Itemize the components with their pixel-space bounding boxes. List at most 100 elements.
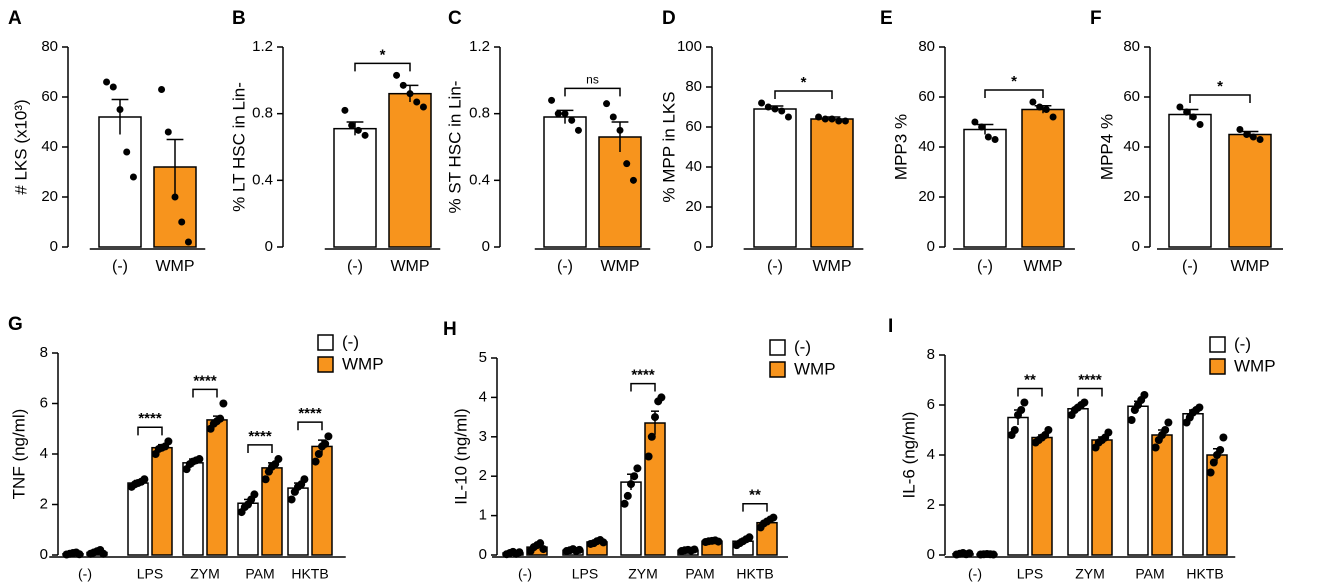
y-tick-label: 20	[918, 188, 935, 205]
data-point	[413, 98, 421, 106]
x-tick-label: WMP	[812, 258, 851, 275]
y-tick-label: 4	[927, 446, 935, 463]
significance-bracket	[1017, 387, 1043, 397]
data-point	[274, 455, 283, 464]
data-point	[965, 549, 974, 558]
data-point	[103, 78, 111, 86]
y-axis-label: TNF (ng/ml)	[9, 409, 28, 500]
data-point	[164, 437, 173, 446]
bar	[598, 136, 642, 248]
legend-swatch	[769, 339, 786, 356]
data-point	[821, 115, 829, 123]
y-tick-label: 5	[479, 349, 487, 366]
x-tick-label: ZYM	[190, 566, 220, 582]
legend-label: WMP	[1234, 356, 1276, 375]
y-tick-label: 0.8	[252, 105, 273, 122]
data-point	[1164, 418, 1173, 427]
data-point	[406, 90, 414, 98]
significance-bracket	[192, 388, 218, 398]
data-point	[1080, 398, 1089, 407]
panel-letter: I	[888, 316, 893, 337]
significance-bracket	[564, 87, 621, 97]
bar	[333, 127, 377, 248]
data-point	[1161, 426, 1170, 434]
data-point	[1020, 398, 1029, 407]
y-axis-label: IL-6 (ng/ml)	[899, 412, 918, 499]
data-point	[1010, 426, 1019, 434]
x-tick-label: HKTB	[736, 566, 773, 582]
data-point	[341, 106, 349, 114]
data-point	[574, 126, 582, 134]
bar	[1228, 133, 1272, 248]
bar	[1168, 113, 1212, 248]
x-tick-label: PAM	[1135, 566, 1164, 582]
x-tick-label: (-)	[767, 258, 783, 275]
data-point	[1183, 108, 1191, 116]
y-tick-label: 60	[1123, 88, 1140, 105]
panel-letter: C	[448, 8, 462, 29]
y-axis-label: # LKS (x10³)	[11, 99, 30, 194]
data-point	[321, 439, 330, 448]
data-point	[599, 538, 608, 547]
x-tick-label: WMP	[1023, 258, 1062, 275]
data-point	[1195, 403, 1204, 412]
y-axis-label: IL-10 (ng/ml)	[451, 408, 470, 504]
bar	[1151, 434, 1173, 556]
data-point	[1036, 103, 1044, 111]
data-point	[109, 83, 117, 91]
legend-swatch	[317, 334, 334, 351]
data-point	[629, 176, 637, 184]
x-tick-label: PAM	[685, 566, 714, 582]
data-point	[116, 106, 124, 113]
y-tick-label: 40	[685, 158, 702, 175]
data-point	[769, 513, 778, 522]
data-point	[216, 414, 225, 423]
y-axis-label: MPP3 %	[891, 114, 910, 180]
data-point	[647, 432, 656, 441]
legend-swatch	[1209, 358, 1226, 375]
x-tick-label: LPS	[572, 566, 598, 582]
x-tick-label: (-)	[347, 258, 363, 275]
significance-bracket	[742, 503, 768, 512]
x-tick-label: WMP	[155, 258, 194, 275]
data-point	[690, 545, 699, 554]
bar	[206, 419, 228, 556]
data-point	[261, 475, 270, 484]
panel-letter: D	[662, 8, 676, 29]
x-tick-label: (-)	[518, 566, 532, 582]
y-tick-label: 0	[482, 238, 490, 255]
y-axis-label: MPP4 %	[1097, 114, 1116, 180]
data-point	[758, 99, 766, 107]
x-tick-label: ZYM	[628, 566, 658, 582]
data-point	[1216, 446, 1225, 454]
data-point	[984, 133, 992, 141]
significance-label: *	[1011, 73, 1017, 90]
data-point	[971, 118, 979, 126]
y-tick-label: 0	[265, 238, 273, 255]
bar	[388, 92, 432, 248]
y-tick-label: 0	[50, 238, 58, 255]
y-tick-label: 0	[479, 546, 487, 563]
y-tick-label: 100	[677, 38, 702, 55]
data-point	[354, 126, 362, 134]
bar	[1182, 413, 1204, 556]
data-point	[300, 475, 309, 484]
y-tick-label: 20	[41, 188, 58, 205]
legend-label: (-)	[342, 332, 359, 351]
significance-label: *	[1217, 78, 1223, 95]
data-point	[536, 539, 545, 548]
data-point	[123, 148, 131, 156]
data-point	[348, 121, 356, 129]
data-point	[1236, 126, 1244, 133]
panel-letter: B	[232, 8, 246, 29]
data-point	[835, 117, 843, 125]
significance-bracket	[247, 444, 273, 453]
data-point	[989, 550, 998, 559]
data-point	[627, 480, 635, 489]
significance-bracket	[297, 421, 323, 431]
data-point	[1219, 433, 1228, 442]
data-point	[171, 193, 179, 201]
significance-label: ****	[138, 410, 162, 427]
data-point	[714, 537, 723, 546]
bar	[98, 116, 142, 248]
